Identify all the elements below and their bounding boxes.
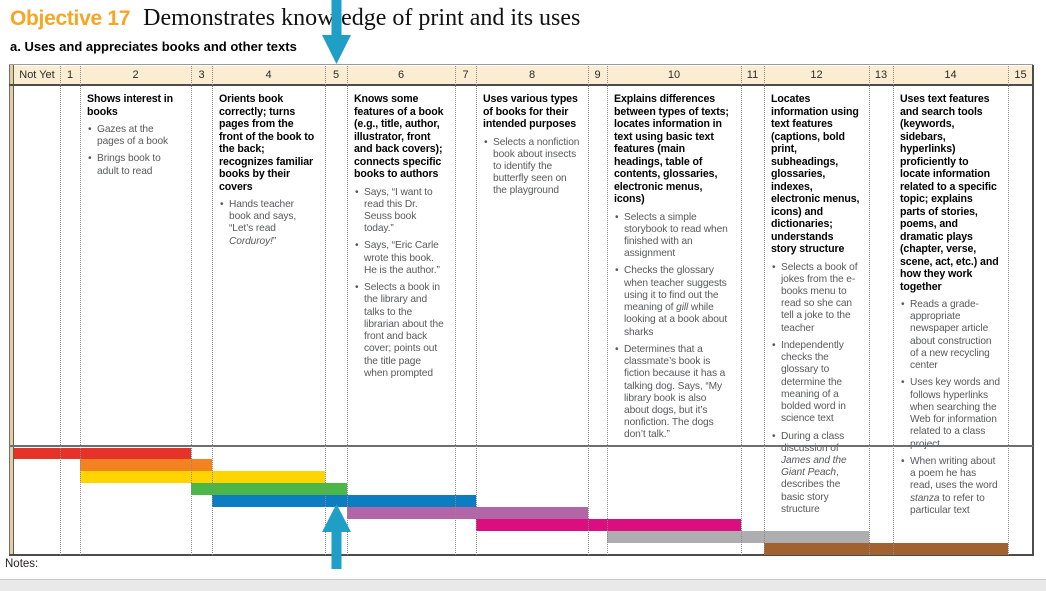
level-2-heading: Shows interest in books xyxy=(87,93,174,118)
column-divider xyxy=(893,66,894,555)
descriptor-level-4: Orients book correctly; turns pages from… xyxy=(219,93,317,253)
page-title: Objective 17 Demonstrates knowledge of p… xyxy=(10,5,580,32)
table-top-border xyxy=(9,64,1033,65)
descriptor-level-14: Uses text features and search tools (key… xyxy=(900,93,1000,522)
level-8-examples: Selects a nonfiction book about insects … xyxy=(483,137,580,198)
table-left-edge xyxy=(9,65,14,556)
age-band-brown xyxy=(764,542,1008,555)
age-band-yellow xyxy=(80,471,325,484)
descriptor-level-2: Shows interest in books Gazes at the pag… xyxy=(87,93,183,183)
column-divider xyxy=(588,66,589,555)
example-bullet: Says, “Eric Carle wrote this book. He is… xyxy=(354,240,447,277)
column-divider xyxy=(325,66,326,555)
column-divider xyxy=(212,66,213,555)
scale-cell-13: 13 xyxy=(874,69,888,81)
column-divider xyxy=(869,66,870,555)
example-bullet: Hands teacher book and says, “Let’s read… xyxy=(219,199,317,248)
age-band-green xyxy=(191,483,347,496)
age-band-red xyxy=(14,447,191,460)
level-14-examples: Reads a grade-appropriate newspaper arti… xyxy=(900,299,1000,517)
scale-cell-9: 9 xyxy=(594,69,601,81)
table-right-border xyxy=(1032,65,1034,556)
example-bullet: During a class discussion of James and t… xyxy=(771,431,861,517)
descriptor-level-8: Uses various types of books for their in… xyxy=(483,93,580,203)
notes-label: Notes: xyxy=(5,558,39,570)
example-bullet: Checks the glossary when teacher suggest… xyxy=(614,265,733,338)
scale-cell-10: 10 xyxy=(667,69,681,81)
scale-header-underline xyxy=(9,84,1033,86)
scale-cell-6: 6 xyxy=(397,69,405,81)
scale-cell-4: 4 xyxy=(265,69,272,81)
column-divider xyxy=(191,66,192,555)
level-2-examples: Gazes at the pages of a book Brings book… xyxy=(87,124,183,178)
example-bullet: Reads a grade-appropriate newspaper arti… xyxy=(900,299,1000,372)
level-4-examples: Hands teacher book and says, “Let’s read… xyxy=(219,199,317,248)
age-band-blue xyxy=(212,495,476,507)
column-divider xyxy=(476,66,477,555)
arrow-down-icon xyxy=(322,0,351,64)
scale-cell-14: 14 xyxy=(944,69,957,81)
descriptor-level-12: Locates information using text features … xyxy=(771,93,861,521)
level-6-examples: Says, “I want to read this Dr. Seuss boo… xyxy=(354,187,447,381)
level-14-heading: Uses text features and search tools (key… xyxy=(900,93,999,293)
example-bullet: Brings book to adult to read xyxy=(87,153,183,177)
objective-title: Demonstrates knowledge of print and its … xyxy=(143,5,581,31)
scale-cell-2: 2 xyxy=(132,69,139,81)
scale-cell-3: 3 xyxy=(198,69,205,81)
column-divider xyxy=(1008,66,1009,555)
objective-number: Objective 17 xyxy=(10,7,131,30)
example-bullet: Selects a simple storybook to read when … xyxy=(614,212,733,261)
dimension-title: a. Uses and appreciates books and other … xyxy=(10,39,297,54)
level-10-heading: Explains differences between types of te… xyxy=(614,93,729,205)
arrow-up-icon xyxy=(322,504,351,569)
column-divider xyxy=(741,66,742,555)
scale-header-background xyxy=(14,66,1033,84)
scale-cell-5: 5 xyxy=(332,69,340,81)
example-bullet: Selects a book in the library and talks … xyxy=(354,282,447,380)
column-divider xyxy=(764,66,765,555)
example-bullet: Determines that a classmate’s book is fi… xyxy=(614,344,733,442)
level-12-examples: Selects a book of jokes from the e-books… xyxy=(771,262,861,517)
band-area-divider xyxy=(9,445,1033,447)
level-indicator-arrow-bottom xyxy=(322,504,351,569)
scale-cell-12: 12 xyxy=(810,69,823,81)
descriptor-level-6: Knows some features of a book (e.g., tit… xyxy=(354,93,447,385)
column-divider xyxy=(80,66,81,555)
example-bullet: Says, “I want to read this Dr. Seuss boo… xyxy=(354,187,447,236)
column-divider xyxy=(455,66,456,555)
scale-cell-8: 8 xyxy=(528,69,536,81)
column-divider xyxy=(607,66,608,555)
level-4-heading: Orients book correctly; turns pages from… xyxy=(219,93,315,193)
example-bullet: Selects a nonfiction book about insects … xyxy=(483,137,580,198)
scale-cell-11: 11 xyxy=(746,69,759,81)
level-12-heading: Locates information using text features … xyxy=(771,93,860,255)
level-10-examples: Selects a simple storybook to read when … xyxy=(614,212,733,442)
scale-cell-15: 15 xyxy=(1014,69,1027,81)
example-bullet: When writing about a poem he has read, u… xyxy=(900,456,1000,517)
column-divider xyxy=(347,66,348,555)
level-8-heading: Uses various types of books for their in… xyxy=(483,93,578,130)
table-bottom-border xyxy=(9,554,1033,556)
column-divider xyxy=(60,66,61,555)
age-band-orange xyxy=(80,459,212,472)
example-bullet: Gazes at the pages of a book xyxy=(87,124,183,148)
level-indicator-arrow-top xyxy=(322,0,351,64)
example-bullet: Independently checks the glossary to det… xyxy=(771,340,861,426)
scale-cell-1: 1 xyxy=(66,69,74,81)
page-bottom-strip xyxy=(0,579,1046,591)
age-band-gray xyxy=(607,530,869,543)
age-band-purple xyxy=(347,507,588,519)
descriptor-level-10: Explains differences between types of te… xyxy=(614,93,733,447)
scale-cell-7: 7 xyxy=(462,69,469,81)
example-bullet: Uses key words and follows hyperlinks wh… xyxy=(900,377,1000,450)
level-6-heading: Knows some features of a book (e.g., tit… xyxy=(354,93,444,180)
age-band-magenta xyxy=(476,518,741,531)
scale-cell-not-yet: Not Yet xyxy=(19,69,55,81)
example-bullet: Selects a book of jokes from the e-books… xyxy=(771,262,861,335)
